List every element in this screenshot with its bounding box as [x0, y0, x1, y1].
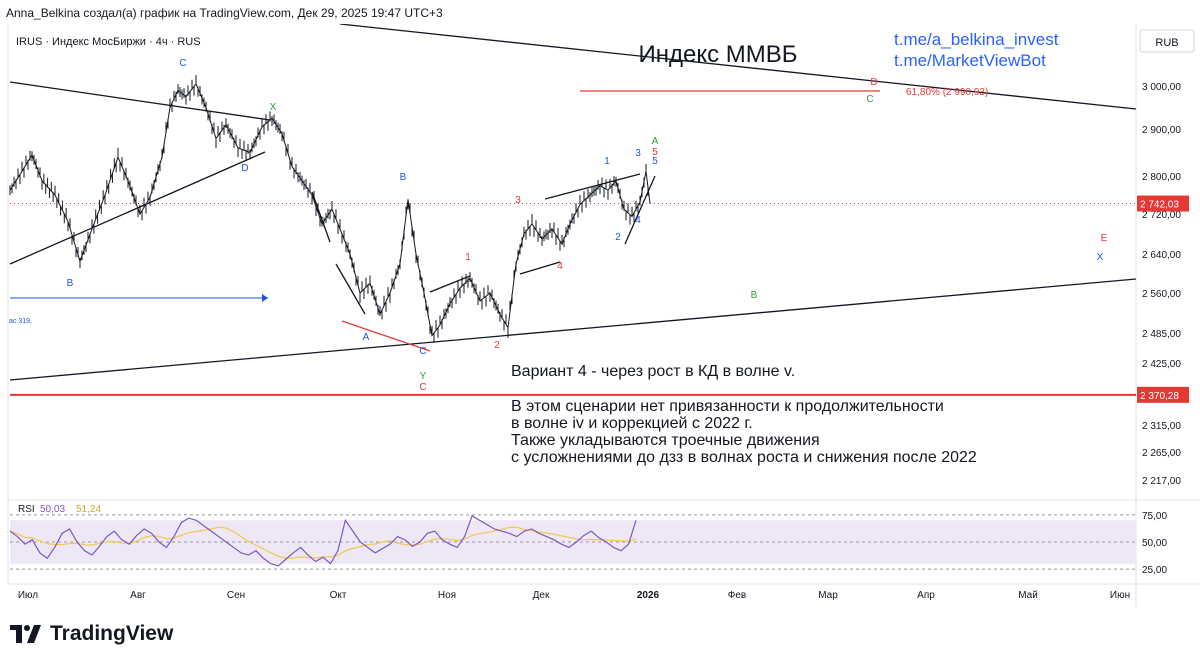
- trend-line: [335, 263, 366, 315]
- annotation-line-3: Также укладываются троечные движения: [511, 432, 820, 449]
- wave-label-green: X: [270, 102, 277, 113]
- tradingview-logo[interactable]: TradingView: [10, 622, 173, 646]
- rsi-legend-label[interactable]: RSI: [18, 504, 35, 515]
- x-tick-label: Фев: [728, 590, 746, 601]
- wave-label-green: Y: [420, 371, 427, 382]
- small-study-label: ас 319,: [9, 318, 32, 325]
- y-tick-label: 2 265,00: [1142, 448, 1181, 459]
- x-tick-label: Окт: [330, 590, 347, 601]
- wave-label-blue: 4: [635, 215, 641, 226]
- last-price-text: 2 742,03: [1140, 200, 1179, 211]
- last-price-tag: [1137, 195, 1189, 212]
- trend-line: [311, 191, 331, 243]
- y-tick-label: 2 720,00: [1142, 210, 1181, 221]
- y-tick-label: 2 315,00: [1142, 421, 1181, 432]
- wave-label-green: C: [866, 94, 873, 105]
- blue-measure-arrow: [262, 294, 268, 302]
- x-tick-label: Ноя: [438, 590, 456, 601]
- wave-label-blue: 2: [615, 232, 621, 243]
- y-tick-label: 2 485,00: [1142, 329, 1181, 340]
- wave-label-blue: D: [241, 163, 248, 174]
- y-tick-label: 2 217,00: [1142, 476, 1181, 487]
- wave-label-blue: B: [400, 172, 407, 183]
- trend-line: [341, 320, 431, 352]
- trend-line: [429, 275, 471, 293]
- x-tick-label: Мар: [818, 590, 838, 601]
- x-tick-label: Май: [1018, 590, 1038, 601]
- currency-box[interactable]: [1139, 29, 1195, 53]
- trend-line: [339, 23, 1137, 110]
- rsi-level-label: 25,00: [1142, 565, 1167, 576]
- y-tick-label: 2 425,00: [1142, 359, 1181, 370]
- x-tick-label: Июл: [18, 590, 38, 601]
- link-telegram-invest[interactable]: t.me/a_belkina_invest: [894, 30, 1059, 49]
- chart-title: Индекс ММВБ: [638, 41, 797, 68]
- wave-label-red: 2: [494, 340, 500, 351]
- wave-label-blue: B: [67, 278, 74, 289]
- wave-label-blue: X: [1097, 252, 1104, 263]
- wave-label-red: 5: [652, 147, 658, 158]
- x-tick-label: Апр: [917, 590, 935, 601]
- wave-label-red: D: [870, 77, 877, 88]
- wave-label-blue: 1: [604, 156, 610, 167]
- trend-line: [519, 261, 561, 275]
- x-tick-label: Июн: [1110, 590, 1130, 601]
- annotation-line-4: с усложнениями до дзз в волнах роста и с…: [511, 449, 977, 466]
- wave-label-blue: C: [179, 58, 186, 69]
- rsi-line: [9, 515, 637, 567]
- wave-label-blue: 3: [635, 148, 641, 159]
- y-tick-label: 2 640,00: [1142, 250, 1181, 261]
- x-tick-label: Авг: [130, 590, 146, 601]
- annotation-line-1: В этом сценарии нет привязанности к прод…: [511, 398, 944, 415]
- wave-label-red: C: [419, 382, 426, 393]
- trend-line: [9, 81, 271, 121]
- link-telegram-bot[interactable]: t.me/MarketViewBot: [894, 51, 1046, 70]
- chart-attribution: Anna_Belkina создал(а) график на Trading…: [6, 6, 443, 20]
- trend-line: [624, 175, 656, 245]
- wave-label-red: 4: [557, 261, 563, 272]
- trend-line: [544, 173, 641, 200]
- wave-label-blue: 5: [652, 156, 658, 167]
- wave-label-red: 3: [515, 195, 521, 206]
- y-tick-label: 2 560,00: [1142, 289, 1181, 300]
- x-tick-label: Сен: [227, 590, 245, 601]
- footer-brand: TradingView: [50, 622, 174, 645]
- tradingview-mark-icon: [10, 625, 41, 643]
- support-tag-text: 2 370,28: [1140, 391, 1179, 402]
- wave-label-red: E: [1101, 233, 1108, 244]
- annotation-line-2: в волне iv и коррекцией с 2022 г.: [511, 415, 753, 432]
- wave-label-blue: C: [419, 346, 426, 357]
- wave-label-green: A: [652, 136, 659, 147]
- symbol-line[interactable]: IRUS · Индекс МосБиржи · 4ч · RUS: [16, 36, 201, 48]
- x-tick-label: 2026: [637, 590, 660, 601]
- rsi-legend-value: 50,03: [40, 504, 65, 515]
- wave-label-green: B: [751, 290, 758, 301]
- wave-label-red: 1: [465, 252, 471, 263]
- annotation-heading: Вариант 4 - через рост в КД в волне v.: [511, 363, 795, 380]
- currency-label[interactable]: RUB: [1155, 37, 1178, 49]
- rsi-level-label: 50,00: [1142, 538, 1167, 549]
- fib-level-label: 61,80% (2 990,93): [906, 87, 988, 98]
- trend-line: [9, 278, 1137, 381]
- y-tick-label: 3 000,00: [1142, 82, 1181, 93]
- rsi-legend-ma: 51,24: [76, 504, 101, 515]
- rsi-level-label: 75,00: [1142, 511, 1167, 522]
- y-tick-label: 2 900,00: [1142, 125, 1181, 136]
- y-tick-label: 2 800,00: [1142, 172, 1181, 183]
- x-tick-label: Дек: [533, 590, 550, 601]
- wave-label-blue: A: [363, 332, 370, 343]
- support-tag: [1137, 386, 1189, 403]
